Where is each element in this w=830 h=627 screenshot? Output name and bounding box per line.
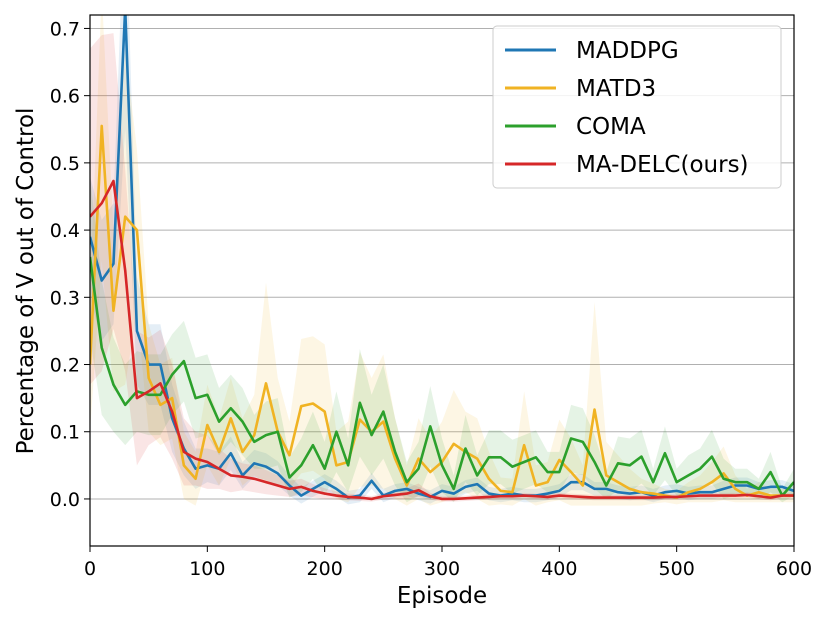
maddpg-legend-label: MADDPG <box>576 38 679 64</box>
x-tick-label: 0 <box>84 558 96 580</box>
y-tick-label: 0.3 <box>50 287 80 309</box>
y-tick-label: 0.7 <box>50 18 80 40</box>
series-lines <box>90 15 794 501</box>
y-tick-label: 0.4 <box>50 220 80 242</box>
legend-box <box>492 25 782 189</box>
axis-ticks: 0.0 0.1 0.2 0.3 0.4 0.5 0.6 0.7 0 100 200 300 400 500… <box>50 18 812 580</box>
maddpg-line <box>90 15 794 499</box>
ma-delc-ours-legend-label: MA-DELC(ours) <box>576 152 749 178</box>
x-tick-label: 200 <box>307 558 343 580</box>
y-tick-label: 0.0 <box>50 489 80 511</box>
y-tick-label: 0.2 <box>50 355 80 377</box>
y-tick-label: 0.6 <box>50 86 80 108</box>
matd3-legend-label: MATD3 <box>576 76 656 102</box>
coma-line <box>90 256 794 497</box>
y-tick-label: 0.5 <box>50 153 80 175</box>
x-tick-label: 400 <box>541 558 577 580</box>
y-tick-label: 0.1 <box>50 422 80 444</box>
coma-legend-label: COMA <box>576 114 646 140</box>
x-axis-label: Episode <box>397 583 487 609</box>
x-tick-label: 100 <box>189 558 225 580</box>
x-tick-label: 300 <box>424 558 460 580</box>
ma-delc-ours-line <box>90 179 794 501</box>
y-axis-label: Percentage of V out of Control <box>13 108 39 455</box>
x-tick-label: 600 <box>776 558 812 580</box>
legend: MADDPG MATD3 COMA MA-DELC(ours) <box>492 25 782 189</box>
grid-lines <box>90 27 794 500</box>
coma-band <box>90 176 794 503</box>
x-tick-label: 500 <box>659 558 695 580</box>
